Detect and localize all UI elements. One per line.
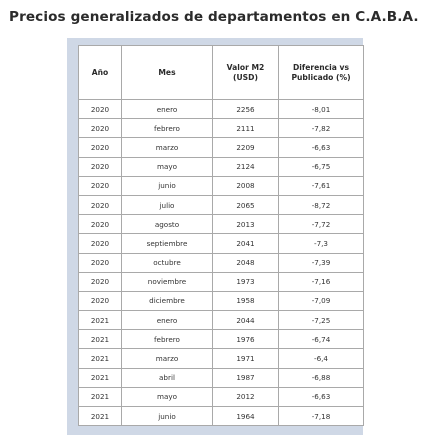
header-diff: Diferencia vs Publicado (%)	[278, 45, 364, 100]
table-panel: Año Mes Valor M2 (USD) Diferencia vs Pub…	[67, 38, 364, 435]
page-title: Precios generalizados de departamentos e…	[9, 9, 419, 25]
cell-diff: -6,4	[278, 348, 364, 369]
cell-month: diciembre	[121, 290, 213, 312]
cell-diff: -7,3	[278, 233, 364, 254]
cell-month: junio	[121, 175, 213, 196]
cell-diff: -7,72	[278, 214, 364, 235]
cell-diff: -6,75	[278, 156, 364, 177]
cell-value: 2065	[212, 194, 279, 216]
cell-diff: -7,09	[278, 290, 364, 312]
cell-value: 2124	[212, 156, 279, 177]
cell-value: 1973	[212, 271, 279, 292]
table-row: 2020 noviembre 1973 -7,16	[78, 271, 364, 292]
table-row: 2020 mayo 2124 -6,75	[78, 156, 364, 177]
cell-diff: -7,61	[278, 175, 364, 196]
cell-month: enero	[121, 98, 213, 120]
table-row: 2021 mayo 2012 -6,63	[78, 386, 364, 408]
cell-year: 2020	[78, 290, 122, 312]
cell-year: 2020	[78, 194, 122, 216]
cell-year: 2021	[78, 405, 122, 427]
cell-year: 2021	[78, 329, 122, 350]
cell-month: agosto	[121, 214, 213, 235]
cell-diff: -8,72	[278, 194, 364, 216]
cell-month: septiembre	[121, 233, 213, 254]
cell-value: 2111	[212, 118, 279, 139]
table-body: 2020 enero 2256 -8,01 2020 febrero 2111 -7,82 20…	[78, 98, 364, 427]
cell-month: mayo	[121, 386, 213, 408]
cell-month: abril	[121, 367, 213, 388]
cell-year: 2020	[78, 98, 122, 120]
cell-value: 1958	[212, 290, 279, 312]
cell-diff: -6,88	[278, 367, 364, 388]
cell-month: marzo	[121, 137, 213, 158]
cell-year: 2020	[78, 252, 122, 273]
cell-value: 2209	[212, 137, 279, 158]
cell-year: 2021	[78, 348, 122, 369]
cell-diff: -7,16	[278, 271, 364, 292]
table-row: 2020 junio 2008 -7,61	[78, 175, 364, 196]
table-row: 2020 enero 2256 -8,01	[78, 98, 364, 120]
cell-value: 1987	[212, 367, 279, 388]
table-row: 2021 enero 2044 -7,25	[78, 310, 364, 331]
cell-month: noviembre	[121, 271, 213, 292]
table-row: 2020 diciembre 1958 -7,09	[78, 290, 364, 312]
table-row: 2020 agosto 2013 -7,72	[78, 214, 364, 235]
cell-month: febrero	[121, 118, 213, 139]
table-row: 2020 septiembre 2041 -7,3	[78, 233, 364, 254]
cell-diff: -6,74	[278, 329, 364, 350]
cell-year: 2021	[78, 367, 122, 388]
cell-diff: -7,39	[278, 252, 364, 273]
header-value: Valor M2 (USD)	[212, 45, 279, 100]
cell-month: enero	[121, 310, 213, 331]
table-row: 2020 marzo 2209 -6,63	[78, 137, 364, 158]
header-month: Mes	[121, 45, 213, 100]
cell-value: 1976	[212, 329, 279, 350]
cell-value: 1971	[212, 348, 279, 369]
cell-value: 2012	[212, 386, 279, 408]
cell-diff: -8,01	[278, 98, 364, 120]
cell-value: 2013	[212, 214, 279, 235]
cell-month: octubre	[121, 252, 213, 273]
cell-month: mayo	[121, 156, 213, 177]
cell-value: 2008	[212, 175, 279, 196]
cell-value: 2044	[212, 310, 279, 331]
table-row: 2020 octubre 2048 -7,39	[78, 252, 364, 273]
cell-value: 1964	[212, 405, 279, 427]
cell-month: junio	[121, 405, 213, 427]
prices-table: Año Mes Valor M2 (USD) Diferencia vs Pub…	[78, 45, 364, 427]
cell-value: 2041	[212, 233, 279, 254]
cell-year: 2020	[78, 271, 122, 292]
cell-diff: -7,25	[278, 310, 364, 331]
cell-year: 2020	[78, 214, 122, 235]
cell-month: julio	[121, 194, 213, 216]
cell-year: 2021	[78, 310, 122, 331]
cell-year: 2020	[78, 175, 122, 196]
table-row: 2021 abril 1987 -6,88	[78, 367, 364, 388]
cell-diff: -7,18	[278, 405, 364, 427]
cell-year: 2021	[78, 386, 122, 408]
cell-year: 2020	[78, 156, 122, 177]
cell-diff: -6,63	[278, 386, 364, 408]
table-row: 2020 febrero 2111 -7,82	[78, 118, 364, 139]
cell-year: 2020	[78, 118, 122, 139]
table-row: 2020 julio 2065 -8,72	[78, 194, 364, 216]
cell-year: 2020	[78, 137, 122, 158]
header-year: Año	[78, 45, 122, 100]
table-row: 2021 febrero 1976 -6,74	[78, 329, 364, 350]
cell-value: 2256	[212, 98, 279, 120]
table-row: 2021 marzo 1971 -6,4	[78, 348, 364, 369]
table-row: 2021 junio 1964 -7,18	[78, 405, 364, 427]
cell-month: febrero	[121, 329, 213, 350]
cell-year: 2020	[78, 233, 122, 254]
cell-diff: -7,82	[278, 118, 364, 139]
cell-diff: -6,63	[278, 137, 364, 158]
cell-value: 2048	[212, 252, 279, 273]
cell-month: marzo	[121, 348, 213, 369]
table-header-row: Año Mes Valor M2 (USD) Diferencia vs Pub…	[78, 45, 364, 100]
